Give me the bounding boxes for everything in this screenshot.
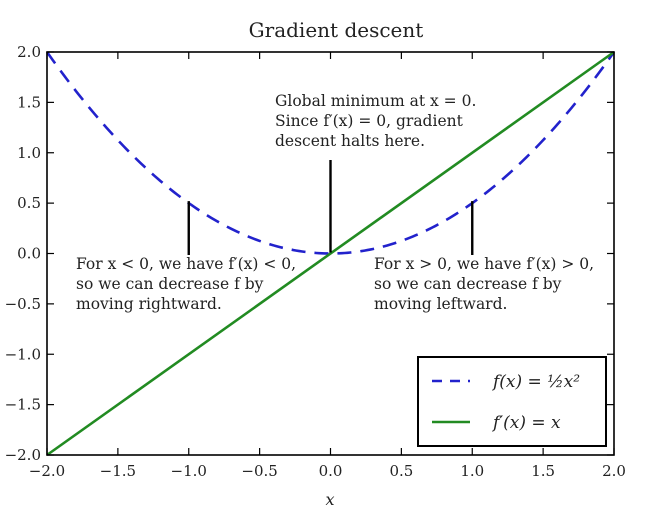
y-tick-label: 0.0 [17,245,41,263]
series-f-parabola-line [45,51,616,255]
x-tick-label: 0.5 [389,462,413,480]
y-tick-label: 1.5 [17,93,41,111]
annotation-negative-side-line-1: so we can decrease f by [76,275,264,293]
x-tick-label: 1.5 [531,462,555,480]
annotation-positive-side-line-0: For x > 0, we have f′(x) > 0, [374,255,594,273]
x-tick-label: −1.0 [171,462,207,480]
axes: −2.0 −1.5 −1.0 −0.5 0.0 0.5 1.0 1.5 2.0 −2.0 −1.5 −… [5,43,626,480]
annotation-positive-side-line-1: so we can decrease f by [374,275,562,293]
y-tick-label: −1.0 [5,345,41,363]
annotation-positive-side-line-2: moving leftward. [374,295,507,313]
annotation-global-minimum-line-0: Global minimum at x = 0. [275,92,476,110]
legend-box [417,356,607,447]
plot-area [45,50,616,457]
legend-label-parabola: f(x) = ½x² [491,372,580,392]
annotation-negative-side-line-2: moving rightward. [76,295,222,313]
x-tick-label: −2.0 [29,462,65,480]
x-tick-label: −0.5 [241,462,277,480]
x-tick-label: −1.5 [100,462,136,480]
y-tick-label: 1.0 [17,144,41,162]
x-tick-label: 2.0 [602,462,626,480]
y-tick-label: −0.5 [5,295,41,313]
legend-label-derivative: f′(x) = x [491,413,561,433]
x-axis-label: x [325,490,334,509]
y-tick-label: −1.5 [5,396,41,414]
x-tick-label: 1.0 [460,462,484,480]
annotations: Global minimum at x = 0. Since f′(x) = 0,… [76,92,594,313]
y-tick-label: −2.0 [5,446,41,464]
x-tick-label: 0.0 [319,462,343,480]
series-f-prime-line [46,50,615,457]
y-tick-label: 2.0 [17,43,41,61]
legend: f(x) = ½x² f′(x) = x [417,356,607,447]
y-tick-label: 0.5 [17,194,41,212]
annotation-global-minimum-line-1: Since f′(x) = 0, gradient [275,112,464,130]
annotation-global-minimum-line-2: descent halts here. [275,132,425,150]
chart-title: Gradient descent [249,18,424,42]
annotation-negative-side-line-0: For x < 0, we have f′(x) < 0, [76,255,296,273]
